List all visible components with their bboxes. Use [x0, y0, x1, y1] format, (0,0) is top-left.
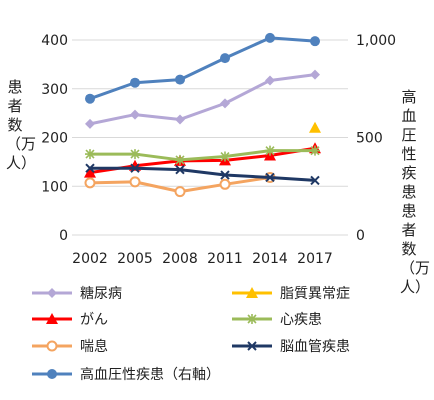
- x-tick-label: 2017: [297, 251, 333, 267]
- legend-label: 脳血管疾患: [280, 339, 350, 355]
- data-point: [265, 172, 275, 183]
- data-point: [130, 149, 140, 160]
- gridlines: [72, 39, 348, 236]
- x-tick-label: 2011: [207, 251, 243, 267]
- data-point: [130, 163, 140, 173]
- legend-swatch: [32, 340, 72, 352]
- data-point: [310, 145, 320, 156]
- legend-label: 喘息: [80, 339, 108, 355]
- legend-item: 糖尿病: [30, 282, 122, 304]
- right-tick-label: 500: [356, 131, 383, 147]
- legend-label: 高血圧性疾患（右軸）: [80, 367, 220, 383]
- data-point: [175, 164, 185, 175]
- x-tick-label: 2005: [117, 251, 153, 267]
- data-point: [310, 175, 320, 186]
- left-tick-label: 400: [41, 33, 68, 49]
- right-tick-label: 1,000: [356, 33, 396, 49]
- data-point: [220, 151, 230, 162]
- series-1: [85, 69, 320, 129]
- data-point: [309, 121, 321, 133]
- x-axis-ticks: 2002 2005 2008 2011 2014 2017: [72, 251, 333, 267]
- data-point: [85, 163, 95, 173]
- legend-item: 脂質異常症: [230, 282, 350, 304]
- data-point: [219, 178, 231, 190]
- series-line: [89, 73, 316, 126]
- legend-swatch-marker: [47, 288, 57, 298]
- legend-swatch-marker: [46, 313, 58, 324]
- left-axis-label: 患者数（万人）: [6, 78, 37, 172]
- data-point: [129, 176, 141, 188]
- legend-swatch-marker: [246, 287, 258, 298]
- series-4: [85, 145, 320, 165]
- data-point: [265, 75, 275, 86]
- series-lines: [84, 32, 321, 198]
- legend-item: 心疾患: [230, 308, 322, 330]
- data-point: [84, 166, 96, 178]
- series-7: [85, 32, 320, 104]
- data-point: [85, 93, 95, 104]
- legend-label: がん: [80, 312, 108, 328]
- data-point: [85, 118, 95, 129]
- left-axis-ticks: 0 100 200 300 400: [41, 33, 68, 244]
- series-line: [89, 36, 316, 101]
- data-point: [220, 53, 230, 64]
- x-tick-label: 2014: [252, 251, 288, 267]
- data-point: [175, 114, 185, 125]
- data-point: [310, 36, 320, 47]
- data-point: [130, 109, 140, 120]
- left-tick-label: 0: [59, 228, 68, 244]
- legend-label: 心疾患: [280, 312, 322, 328]
- left-tick-label: 100: [41, 179, 68, 195]
- data-point: [310, 69, 320, 80]
- data-point: [220, 98, 230, 109]
- left-tick-label: 200: [41, 131, 68, 147]
- legend-label: 糖尿病: [80, 286, 122, 302]
- legend-item: 脳血管疾患: [230, 335, 350, 357]
- data-point: [175, 74, 185, 85]
- left-tick-label: 300: [41, 82, 68, 98]
- legend-label: 脂質異常症: [280, 286, 350, 302]
- legend-swatch: [32, 313, 72, 324]
- data-point: [265, 145, 275, 156]
- data-point: [84, 177, 96, 189]
- data-point: [130, 77, 140, 88]
- legend-swatch: [232, 287, 272, 298]
- legend-swatch-marker: [46, 340, 58, 352]
- data-point: [175, 154, 185, 165]
- series-line: [90, 166, 316, 182]
- series-line: [90, 149, 315, 162]
- legend-swatch: [32, 288, 72, 298]
- legend-item: がん: [30, 308, 108, 330]
- right-axis-label: 高血圧性疾患患者数（万人）: [400, 88, 431, 296]
- legend-swatch: [232, 341, 272, 351]
- legend-swatch: [232, 314, 272, 324]
- legend-swatch-marker: [247, 314, 257, 324]
- series-6: [85, 163, 320, 186]
- legend-item: 高血圧性疾患（右軸）: [30, 363, 220, 385]
- x-tick-label: 2002: [72, 251, 108, 267]
- legend-item: 喘息: [30, 335, 108, 357]
- data-point: [265, 32, 275, 43]
- data-point: [174, 186, 186, 198]
- series-2: [309, 121, 321, 133]
- data-point: [220, 170, 230, 180]
- right-tick-label: 0: [356, 228, 365, 244]
- x-tick-label: 2008: [162, 251, 198, 267]
- right-axis-ticks: 0 500 1,000: [356, 33, 396, 244]
- legend-swatch-marker: [47, 369, 57, 379]
- legend: 糖尿病 脂質異常症がん 心疾患喘息 脳血管疾患高血圧性疾患（右軸）: [0, 282, 434, 392]
- legend-swatch: [32, 369, 72, 379]
- legend-swatch-marker: [247, 341, 257, 351]
- data-point: [85, 149, 95, 160]
